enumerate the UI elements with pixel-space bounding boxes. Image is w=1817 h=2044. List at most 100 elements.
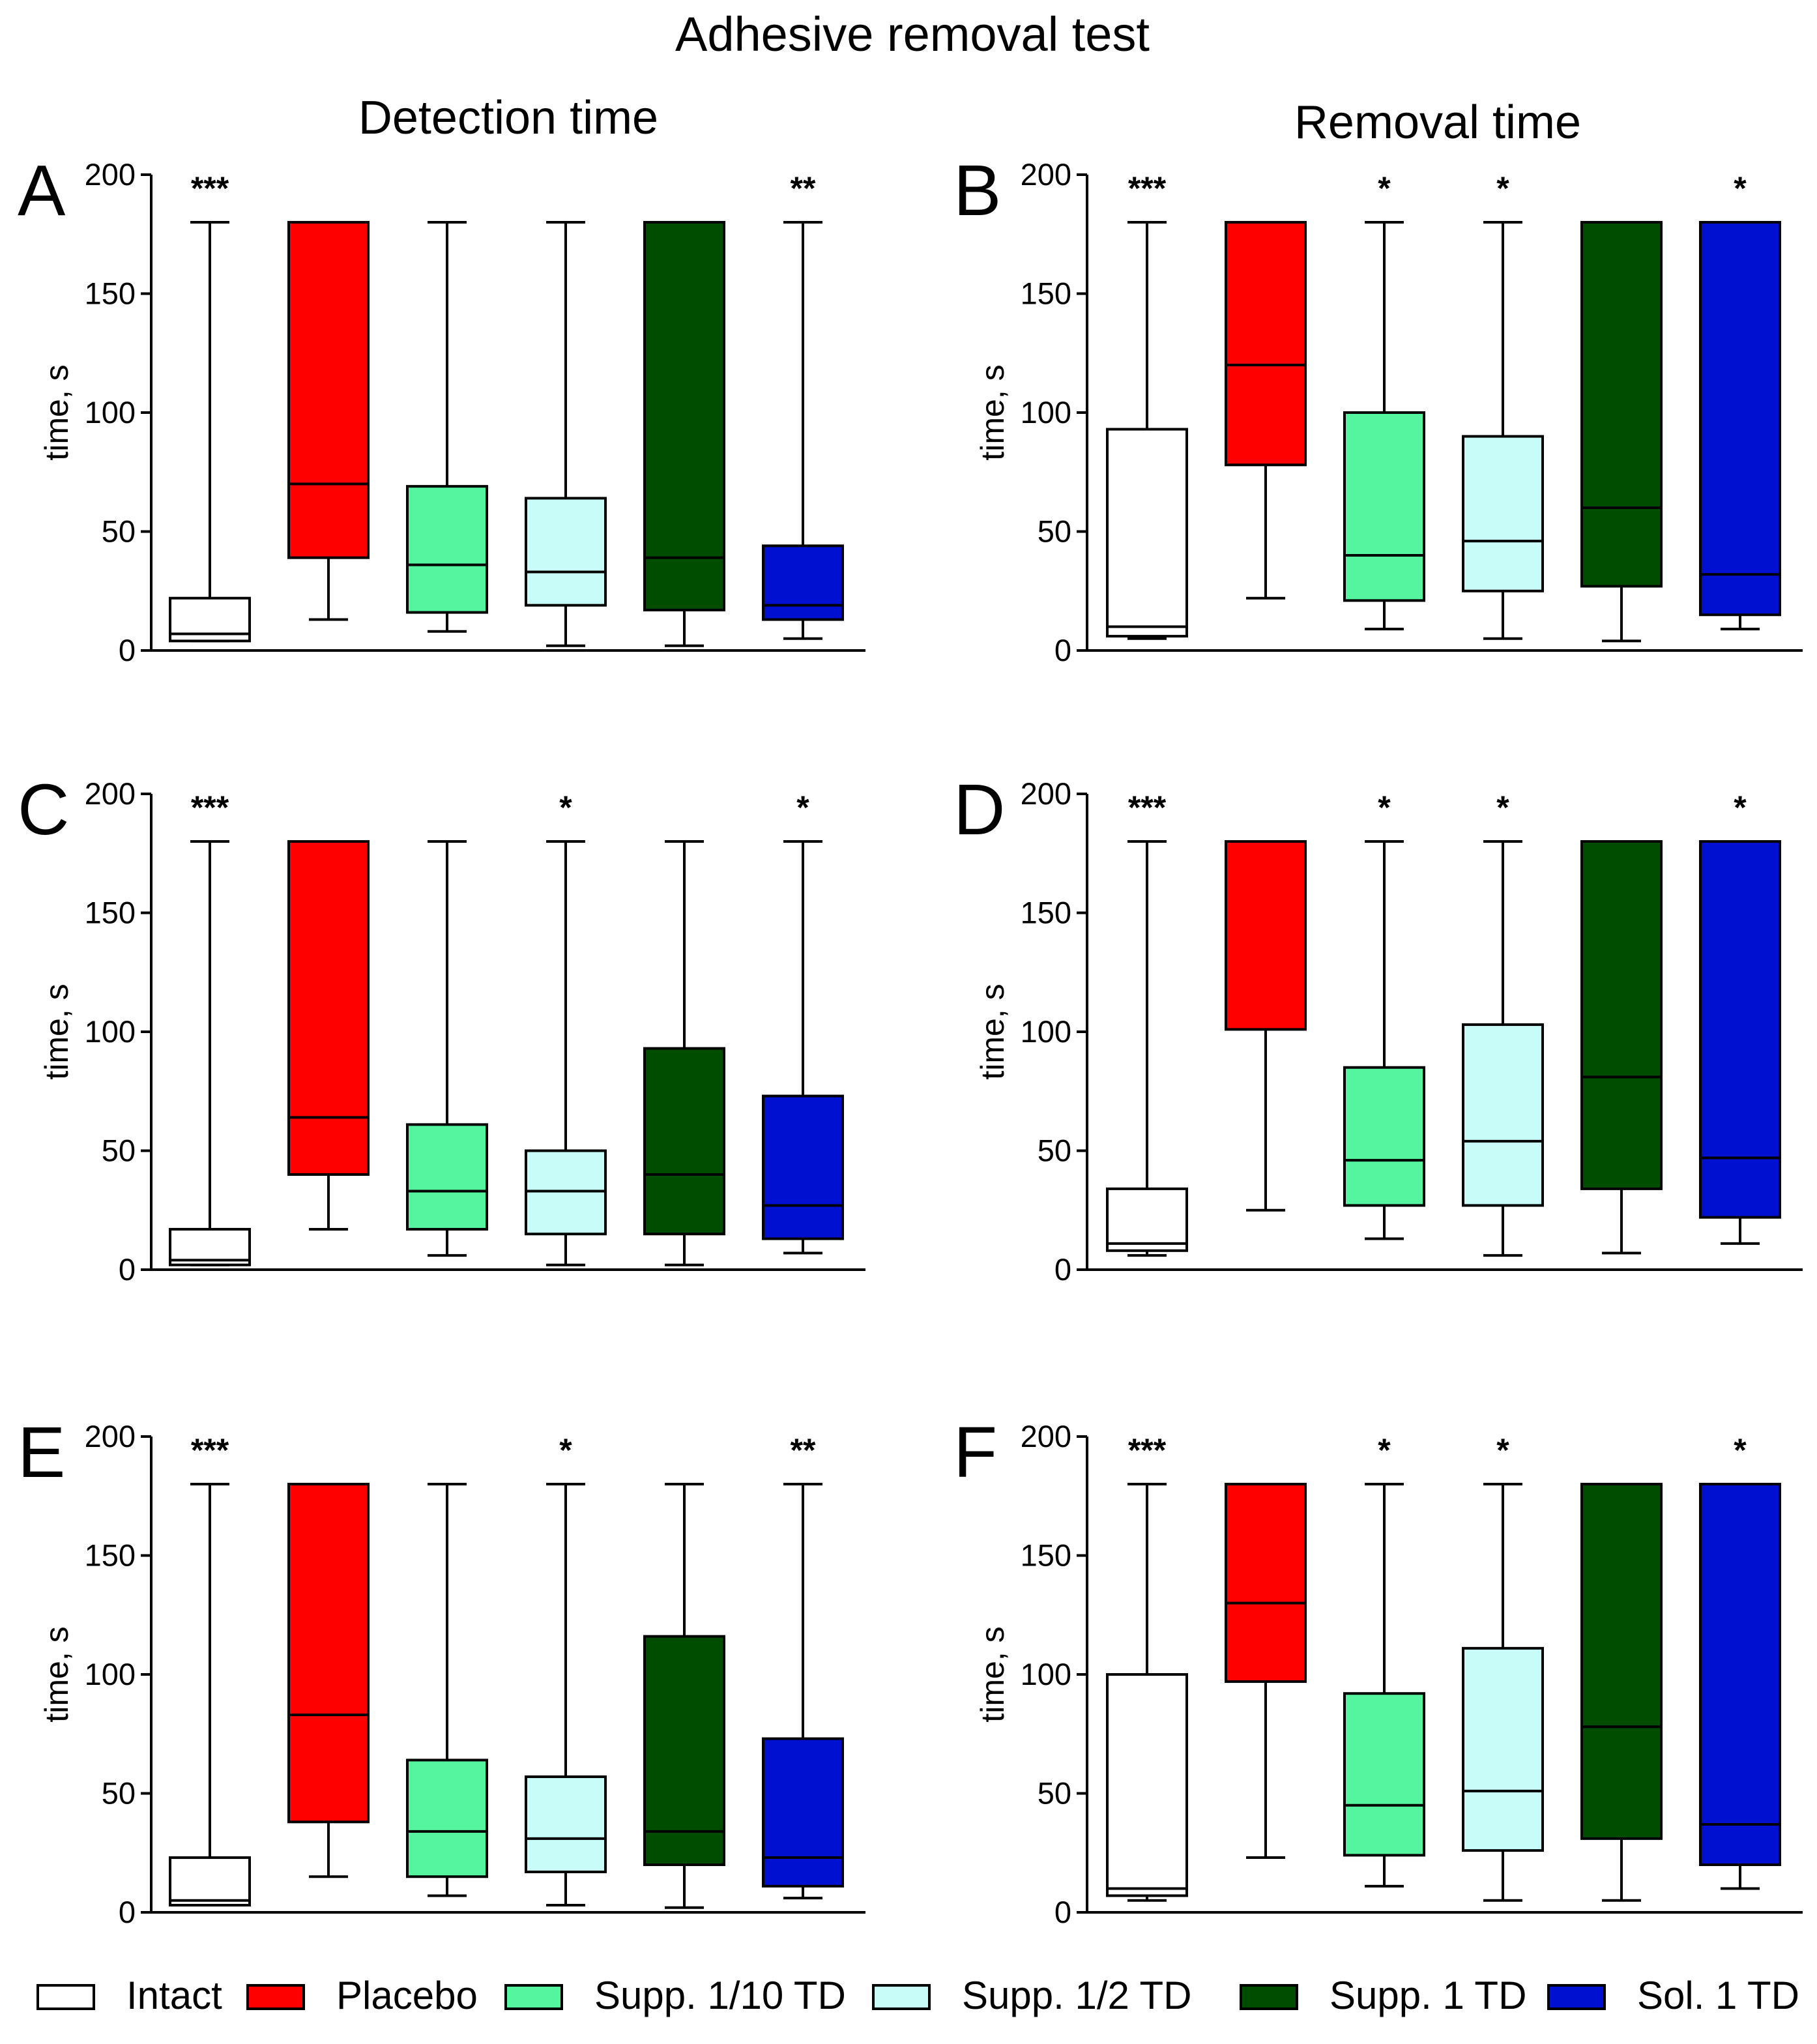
box-intact: *** — [169, 789, 251, 1266]
box-supp-1-10-td: * — [1343, 1432, 1425, 1888]
iqr-box — [643, 1635, 725, 1867]
box-sol-1-td: * — [1699, 170, 1781, 631]
y-axis-label: time, s — [974, 364, 1011, 460]
iqr-box — [762, 1094, 844, 1240]
significance-label: * — [796, 789, 809, 826]
panel-letter: B — [953, 151, 1001, 231]
y-tick-label: 0 — [119, 633, 136, 667]
significance-label: * — [559, 1432, 572, 1468]
box-sol-1-td: * — [762, 789, 844, 1255]
y-tick-label: 0 — [119, 1895, 136, 1929]
y-tick-label: 150 — [1021, 896, 1071, 930]
box-supp-1-2-td: * — [1462, 170, 1544, 640]
legend-label: Placebo — [336, 1974, 478, 2017]
box-supp-1-10-td: * — [1343, 789, 1425, 1240]
box-supp-1-td — [1580, 840, 1663, 1255]
box-supp-1-td — [643, 1483, 725, 1909]
iqr-box — [643, 1047, 725, 1236]
significance-label: * — [559, 789, 572, 826]
y-tick-label: 100 — [1021, 1657, 1071, 1691]
iqr-box — [1106, 428, 1188, 638]
iqr-box — [643, 221, 725, 611]
legend-swatch — [1547, 1984, 1606, 2010]
significance-label: *** — [1128, 789, 1167, 826]
significance-label: * — [1734, 789, 1747, 826]
panel-letter: A — [18, 151, 66, 231]
significance-label: *** — [1128, 170, 1167, 207]
significance-label: * — [1378, 789, 1391, 826]
iqr-box — [1699, 840, 1781, 1219]
y-tick-label: 100 — [1021, 1014, 1071, 1049]
box-supp-1-10-td — [406, 221, 488, 633]
significance-label: * — [1378, 1432, 1391, 1468]
y-tick-label: 50 — [1038, 1133, 1071, 1168]
y-tick-label: 150 — [85, 1538, 136, 1573]
iqr-box — [762, 544, 844, 621]
box-supp-1-10-td: * — [1343, 170, 1425, 631]
legend-label: Supp. 1/10 TD — [594, 1974, 846, 2017]
y-axis-label: time, s — [38, 364, 75, 460]
box-supp-1-10-td — [406, 840, 488, 1257]
legend-swatch — [1240, 1984, 1298, 2010]
iqr-box — [406, 485, 488, 614]
y-tick-label: 150 — [85, 896, 136, 930]
significance-label: *** — [191, 789, 229, 826]
iqr-box — [1580, 1483, 1663, 1840]
significance-label: ** — [791, 170, 816, 207]
iqr-box — [1462, 435, 1544, 592]
y-axis-label: time, s — [38, 984, 75, 1079]
iqr-box — [1462, 1023, 1544, 1207]
box-sol-1-td: * — [1699, 789, 1781, 1245]
legend-item-supp-1-10-td: Supp. 1/10 TD — [504, 1974, 846, 2017]
y-tick-label: 200 — [1021, 776, 1071, 811]
y-tick-label: 200 — [85, 1419, 136, 1453]
y-tick-label: 0 — [119, 1252, 136, 1287]
box-intact: *** — [1106, 1432, 1188, 1902]
significance-label: * — [1734, 1432, 1747, 1468]
box-intact: *** — [1106, 789, 1188, 1257]
legend-item-intact: Intact — [36, 1974, 222, 2017]
significance-label: * — [1496, 789, 1509, 826]
box-placebo — [1225, 221, 1307, 600]
box-intact: *** — [169, 1432, 251, 1907]
y-tick-label: 50 — [102, 1133, 136, 1168]
y-tick-label: 200 — [1021, 157, 1071, 192]
legend: Intact Placebo Supp. 1/10 TD Supp. 1/2 TD Su… — [36, 1974, 1799, 2017]
box-supp-1-td — [643, 840, 725, 1266]
significance-label: *** — [191, 1432, 229, 1468]
y-tick-label: 50 — [1038, 514, 1071, 549]
legend-swatch — [872, 1984, 931, 2010]
legend-label: Supp. 1 TD — [1330, 1974, 1526, 2017]
y-axis-label: time, s — [38, 1626, 75, 1722]
iqr-box — [1343, 1692, 1425, 1857]
box-placebo — [287, 221, 370, 621]
iqr-box — [406, 1123, 488, 1231]
y-tick-label: 150 — [1021, 276, 1071, 311]
box-sol-1-td: ** — [762, 170, 844, 640]
significance-label: ** — [791, 1432, 816, 1468]
legend-label: Intact — [126, 1974, 222, 2017]
iqr-box — [287, 1483, 370, 1824]
iqr-box — [287, 840, 370, 1176]
iqr-box — [1225, 1483, 1307, 1683]
legend-label: Supp. 1/2 TD — [962, 1974, 1191, 2017]
y-tick-label: 200 — [85, 157, 136, 192]
iqr-box — [1225, 221, 1307, 467]
y-tick-label: 50 — [102, 514, 136, 549]
y-tick-label: 50 — [102, 1776, 136, 1811]
iqr-box — [525, 1775, 607, 1873]
panel-letter: D — [953, 770, 1005, 850]
column-title-removal: Removal time — [1294, 96, 1581, 149]
box-placebo — [1225, 840, 1307, 1212]
y-tick-label: 150 — [1021, 1538, 1071, 1573]
box-placebo — [287, 840, 370, 1231]
iqr-box — [1699, 1483, 1781, 1866]
iqr-box — [1225, 840, 1307, 1031]
y-axis-label: time, s — [974, 1626, 1011, 1722]
box-supp-1-td — [643, 221, 725, 647]
legend-swatch — [504, 1984, 563, 2010]
iqr-box — [287, 221, 370, 559]
